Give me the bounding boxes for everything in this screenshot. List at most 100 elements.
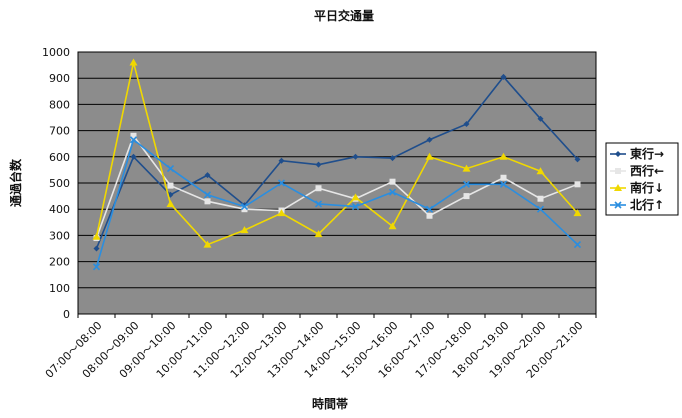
chart-title: 平日交通量 [314, 8, 374, 23]
data-point [203, 191, 212, 199]
y-tick-label: 300 [49, 229, 70, 242]
data-point [426, 212, 433, 219]
gridlines [77, 51, 597, 315]
data-point [204, 172, 211, 179]
legend: 東行→ 西行← 南行↓ 北行↑ [605, 142, 679, 216]
series-line [95, 134, 578, 239]
legend-swatch-marker [614, 201, 622, 209]
data-point [315, 161, 322, 168]
y-tick-label: 200 [49, 256, 70, 269]
data-point [315, 185, 322, 192]
data-point [499, 152, 508, 160]
data-point [240, 203, 249, 211]
data-point [167, 182, 174, 189]
y-tick-label: 700 [49, 125, 70, 138]
data-point [204, 198, 211, 205]
series-0 [93, 73, 581, 252]
x-axis-label: 時間帯 [312, 396, 348, 411]
marker-stroke [573, 241, 582, 249]
marker-stroke [314, 200, 323, 208]
y-tick-label: 100 [49, 282, 70, 295]
marker-stroke [614, 201, 622, 209]
legend-swatch-marker [615, 168, 621, 174]
legend-item: 北行↑ [610, 197, 664, 212]
data-point [351, 193, 360, 201]
data-point [352, 153, 359, 160]
y-tick-label: 400 [49, 203, 70, 216]
data-point [277, 209, 286, 217]
y-tick-label: 600 [49, 151, 70, 164]
legend-item: 東行→ [610, 146, 664, 161]
legend-label: 西行← [630, 163, 664, 178]
data-point [92, 232, 101, 240]
legend-item: 西行← [610, 163, 664, 178]
data-point [388, 188, 397, 196]
data-point [537, 195, 544, 202]
data-point [314, 230, 323, 238]
data-point [351, 203, 360, 211]
series-3 [92, 136, 582, 271]
data-point [203, 240, 212, 248]
legend-label: 南行↓ [630, 180, 664, 195]
y-axis-label: 通過台数 [8, 158, 23, 207]
series-group [92, 58, 582, 271]
marker-stroke [499, 180, 508, 188]
data-point [389, 178, 396, 185]
y-tick-label: 800 [49, 98, 70, 111]
marker-stroke [425, 205, 434, 213]
y-tick-label: 900 [49, 72, 70, 85]
data-point [278, 157, 285, 164]
data-point [463, 193, 470, 200]
data-point [574, 181, 581, 188]
x-axis-ticks: 07:00～08:0008:00～09:0009:00～10:0010:00～1… [43, 314, 597, 381]
marker-stroke [129, 136, 138, 144]
y-tick-label: 500 [49, 177, 70, 190]
marker-stroke [462, 180, 471, 188]
legend-swatch-marker [615, 151, 621, 157]
data-point [129, 136, 138, 144]
data-point [425, 152, 434, 160]
series-2 [92, 58, 582, 248]
data-point [536, 205, 545, 213]
data-point [500, 174, 507, 181]
data-point [536, 167, 545, 175]
legend-item: 南行↓ [610, 180, 664, 195]
data-point [241, 206, 248, 213]
data-point [499, 180, 508, 188]
legend-swatch-marker [614, 184, 622, 191]
data-point [389, 155, 396, 162]
data-point [426, 136, 433, 143]
data-point [314, 200, 323, 208]
y-tick-label: 0 [63, 308, 70, 321]
legend-label: 東行→ [630, 146, 664, 161]
marker-stroke [351, 203, 360, 211]
marker-stroke [203, 191, 212, 199]
marker-stroke [240, 203, 249, 211]
data-point [462, 164, 471, 172]
marker-stroke [166, 165, 175, 173]
data-point [573, 241, 582, 249]
data-point [574, 156, 581, 163]
data-point [130, 132, 137, 139]
series-line [95, 62, 579, 246]
legend-label: 北行↑ [630, 197, 664, 212]
data-point [277, 179, 286, 187]
data-point [425, 205, 434, 213]
data-point [130, 153, 137, 160]
data-point [500, 73, 507, 80]
data-point [537, 115, 544, 122]
series-line [95, 75, 579, 249]
data-point [388, 222, 397, 230]
marker-stroke [277, 179, 286, 187]
series-line [95, 138, 579, 268]
data-point [240, 226, 249, 234]
marker-stroke [536, 205, 545, 213]
y-axis-ticks: 0 100 200 300 400 500 600 700 800 900 1000 [42, 46, 70, 321]
data-point [573, 209, 582, 217]
data-point [462, 180, 471, 188]
marker-stroke [92, 263, 101, 271]
data-point [92, 263, 101, 271]
data-point [463, 121, 470, 128]
